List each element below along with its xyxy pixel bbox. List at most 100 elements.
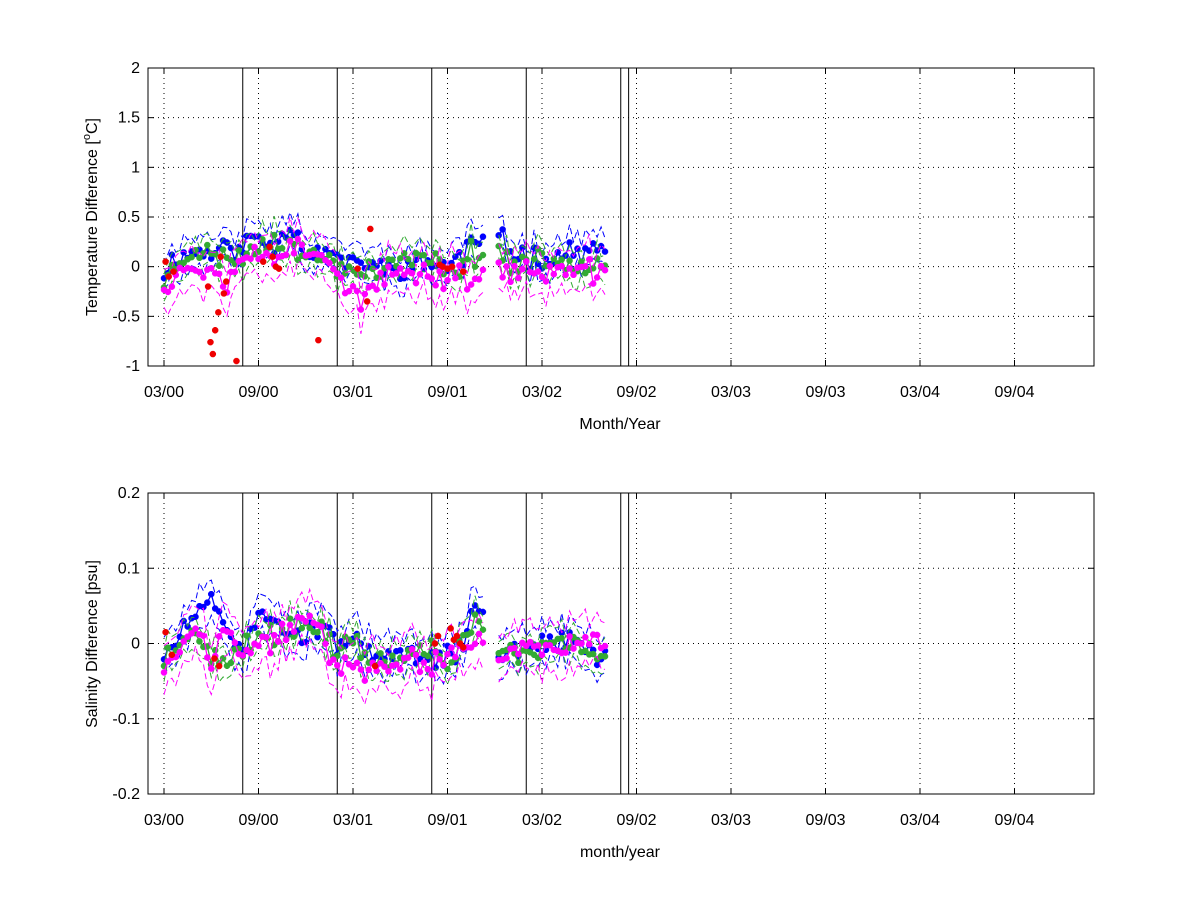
data-point-magenta	[416, 668, 424, 676]
data-point-green	[341, 633, 349, 640]
salinity-panel: 03/00 09/00 03/01 09/01 03/02 09/02 03/03 09/03…	[84, 485, 1095, 861]
data-point-magenta	[215, 633, 223, 640]
data-point-blue	[538, 265, 546, 272]
data-point-blue	[463, 238, 471, 246]
data-point-green	[286, 615, 294, 622]
data-point-magenta	[326, 659, 333, 667]
data-point-green	[381, 265, 388, 272]
data-point-green	[570, 633, 577, 641]
data-point-magenta	[192, 625, 199, 632]
data-point-red	[447, 625, 454, 632]
data-point-magenta	[523, 642, 530, 650]
data-point-green	[503, 248, 510, 255]
data-point-blue	[294, 627, 302, 634]
data-point-green	[235, 247, 243, 254]
data-point-blue	[200, 603, 207, 611]
data-point-magenta	[243, 254, 250, 261]
data-point-green	[471, 263, 479, 270]
x-tick-label: 09/00	[238, 812, 278, 829]
data-point-magenta	[499, 656, 506, 663]
data-point-magenta	[373, 667, 380, 674]
data-point-blue	[538, 632, 546, 639]
data-point-magenta	[294, 613, 302, 621]
data-point-green	[274, 245, 282, 252]
data-point-magenta	[432, 648, 439, 656]
data-point-red	[436, 261, 443, 268]
data-point-magenta	[389, 271, 396, 278]
data-point-blue	[211, 605, 219, 612]
data-point-blue	[239, 646, 246, 654]
data-point-green	[215, 262, 223, 269]
data-point-green	[495, 650, 502, 657]
data-point-green	[200, 643, 207, 651]
data-point-blue	[393, 648, 400, 655]
data-point-green	[420, 251, 428, 259]
data-point-green	[444, 665, 451, 673]
data-point-red	[460, 644, 467, 651]
data-point-blue	[278, 230, 286, 238]
data-point-blue	[601, 248, 609, 255]
data-point-green	[306, 624, 313, 632]
data-point-magenta	[369, 282, 376, 289]
data-point-magenta	[523, 258, 530, 265]
data-point-magenta	[511, 644, 518, 652]
data-point-red	[439, 263, 446, 270]
data-point-green	[515, 268, 522, 276]
data-point-magenta	[369, 659, 376, 666]
data-point-green	[385, 664, 392, 671]
data-point-green	[558, 635, 565, 642]
data-point-green	[578, 258, 585, 265]
data-point-blue	[460, 261, 467, 269]
data-point-green	[251, 251, 258, 258]
data-point-magenta	[578, 640, 585, 647]
salinity-x-axis-title: month/year	[580, 844, 661, 861]
data-point-magenta	[550, 646, 558, 654]
envelope-upper-magenta	[163, 216, 484, 295]
data-point-magenta	[408, 645, 416, 653]
data-point-blue	[385, 648, 392, 655]
data-point-magenta	[593, 631, 601, 639]
data-point-blue	[208, 255, 215, 262]
data-point-green	[436, 652, 443, 660]
data-point-red	[431, 640, 439, 647]
data-point-magenta	[381, 281, 388, 288]
data-point-blue	[448, 259, 455, 267]
data-point-magenta	[298, 615, 306, 622]
data-point-magenta	[566, 265, 573, 272]
data-point-green	[538, 250, 546, 257]
data-point-green	[180, 259, 187, 267]
envelope-lower-magenta	[498, 655, 606, 684]
data-point-red	[354, 265, 361, 272]
data-point-blue	[227, 244, 235, 252]
data-point-blue	[511, 640, 518, 648]
data-point-green	[570, 268, 577, 275]
data-point-blue	[282, 631, 290, 638]
data-point-green	[589, 650, 597, 658]
data-point-blue	[416, 655, 424, 663]
data-point-green	[554, 635, 561, 643]
data-point-magenta	[251, 243, 258, 251]
data-point-blue	[373, 262, 380, 270]
data-point-magenta	[511, 262, 518, 270]
data-point-blue	[534, 260, 542, 268]
data-point-magenta	[200, 274, 207, 281]
salinity-y-axis-title: Salinity Difference [psu]	[84, 560, 101, 728]
data-point-magenta	[574, 639, 581, 647]
data-point-green	[542, 262, 550, 270]
data-point-green	[271, 231, 278, 239]
data-point-green	[243, 632, 250, 639]
data-point-blue	[306, 619, 313, 626]
data-point-blue	[389, 264, 396, 272]
data-point-magenta	[172, 653, 180, 661]
data-point-green	[471, 611, 479, 618]
data-point-blue	[247, 232, 254, 240]
data-point-blue	[298, 246, 306, 253]
data-point-green	[436, 256, 443, 263]
y-tick-label: 0.5	[118, 209, 140, 226]
data-point-magenta	[597, 262, 605, 270]
data-point-green	[211, 250, 219, 258]
data-point-magenta	[255, 642, 262, 650]
data-point-magenta	[542, 278, 550, 285]
data-point-red	[211, 327, 219, 334]
